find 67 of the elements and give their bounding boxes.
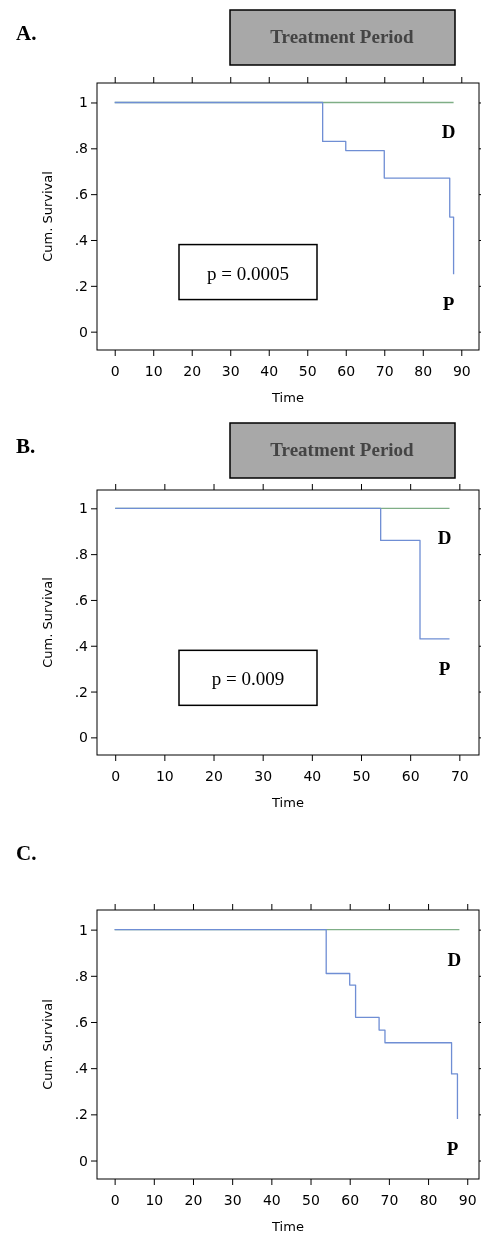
y-tick-label: .4 bbox=[74, 1060, 89, 1077]
x-tick-label: 60 bbox=[337, 362, 356, 379]
x-tick-label: 30 bbox=[221, 362, 240, 379]
x-axis-title: Time bbox=[271, 795, 304, 810]
y-tick-label: .8 bbox=[74, 967, 88, 984]
x-axis-title: Time bbox=[271, 390, 304, 405]
y-axis-title: Cum. Survival bbox=[40, 577, 55, 668]
x-tick-label: 10 bbox=[145, 1191, 164, 1208]
x-tick-label: 90 bbox=[458, 1191, 477, 1208]
x-tick-label: 90 bbox=[452, 362, 471, 379]
x-tick-label: 50 bbox=[302, 1191, 320, 1208]
shaded-header-box: Treatment Period bbox=[229, 9, 456, 66]
y-tick-label: 1 bbox=[79, 921, 88, 938]
y-tick-label: .6 bbox=[74, 186, 89, 203]
x-tick-label: 30 bbox=[254, 767, 273, 784]
boxed-label: p = 0.009 bbox=[178, 649, 318, 707]
x-tick-label: 70 bbox=[450, 767, 469, 784]
y-tick-label: 0 bbox=[79, 1152, 88, 1169]
y-tick-label: .4 bbox=[74, 231, 89, 248]
shaded-header-box: Treatment Period bbox=[229, 422, 456, 479]
y-tick-label: 1 bbox=[79, 500, 88, 517]
x-tick-label: 40 bbox=[262, 1191, 281, 1208]
chart-title: C. bbox=[16, 841, 37, 865]
chart-title: A. bbox=[16, 21, 37, 45]
y-tick-label: 0 bbox=[79, 323, 88, 340]
x-tick-label: 0 bbox=[111, 767, 121, 784]
y-tick-label: .2 bbox=[74, 1106, 88, 1123]
x-axis-title: Time bbox=[271, 1219, 304, 1234]
x-tick-label: 50 bbox=[298, 362, 317, 379]
boxed-label: p = 0.0005 bbox=[178, 243, 318, 301]
series-label: P bbox=[442, 293, 455, 315]
x-tick-label: 20 bbox=[183, 362, 202, 379]
y-tick-label: .8 bbox=[74, 546, 88, 563]
chart-title: B. bbox=[16, 434, 36, 458]
x-tick-label: 50 bbox=[352, 767, 371, 784]
y-tick-label: .2 bbox=[74, 683, 88, 700]
x-tick-label: 10 bbox=[155, 767, 174, 784]
y-tick-label: .6 bbox=[74, 591, 89, 608]
x-tick-label: 60 bbox=[401, 767, 420, 784]
y-tick-label: .2 bbox=[74, 277, 88, 294]
x-tick-label: 0 bbox=[110, 1191, 120, 1208]
y-tick-label: .6 bbox=[74, 1013, 89, 1030]
y-axis-title: Cum. Survival bbox=[40, 999, 55, 1090]
x-tick-label: 70 bbox=[375, 362, 394, 379]
x-tick-label: 40 bbox=[260, 362, 279, 379]
annotation: p = 0.009 bbox=[211, 668, 285, 690]
x-tick-label: 80 bbox=[419, 1191, 438, 1208]
y-tick-label: .8 bbox=[74, 140, 88, 157]
annotation: p = 0.0005 bbox=[207, 262, 289, 284]
y-axis-title: Cum. Survival bbox=[40, 171, 55, 262]
series-label: D bbox=[447, 948, 462, 970]
x-tick-label: 10 bbox=[144, 362, 163, 379]
x-tick-label: 40 bbox=[303, 767, 322, 784]
x-tick-label: 30 bbox=[223, 1191, 242, 1208]
y-tick-label: .4 bbox=[74, 637, 89, 654]
y-tick-label: 1 bbox=[79, 94, 88, 111]
x-tick-label: 20 bbox=[184, 1191, 203, 1208]
x-tick-label: 60 bbox=[341, 1191, 360, 1208]
series-label: P bbox=[438, 657, 451, 679]
x-tick-label: 0 bbox=[110, 362, 120, 379]
y-tick-label: 0 bbox=[79, 729, 88, 746]
series-label: D bbox=[441, 121, 456, 143]
series-label: P bbox=[446, 1137, 459, 1159]
series-label: D bbox=[437, 527, 452, 549]
x-tick-label: 70 bbox=[380, 1191, 399, 1208]
x-tick-label: 20 bbox=[205, 767, 223, 784]
x-tick-label: 80 bbox=[414, 362, 433, 379]
